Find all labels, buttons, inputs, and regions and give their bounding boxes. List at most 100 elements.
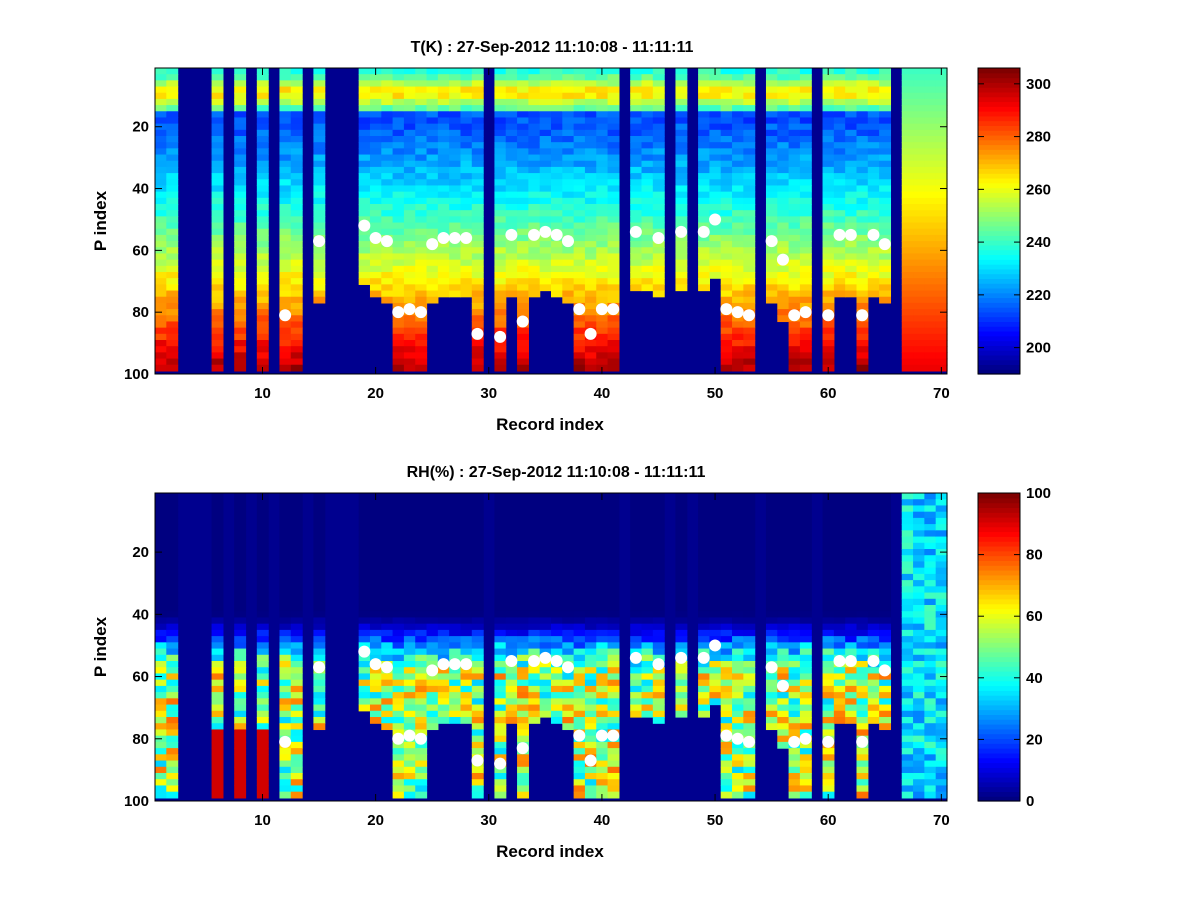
heatmap-cell	[675, 710, 688, 718]
heatmap-cell	[630, 166, 643, 174]
heatmap-cell	[573, 542, 586, 550]
heatmap-cell	[675, 499, 688, 507]
heatmap-cell	[607, 358, 620, 366]
heatmap-cell	[698, 111, 710, 119]
colorbar-band	[978, 340, 1020, 346]
heatmap-cell	[788, 654, 801, 662]
heatmap-cell	[720, 530, 733, 538]
heatmap-cell	[279, 517, 292, 525]
heatmap-cell	[211, 766, 224, 774]
heatmap-cell	[584, 340, 597, 347]
surface-marker	[584, 327, 597, 340]
heatmap-cell	[901, 648, 914, 656]
heatmap-cell	[596, 148, 609, 156]
heatmap-cell	[562, 598, 575, 606]
heatmap-cell	[879, 505, 892, 513]
heatmap-cell	[471, 272, 484, 279]
heatmap-cell	[494, 98, 507, 106]
heatmap-cell	[313, 717, 326, 724]
heatmap-cell	[505, 210, 518, 217]
heatmap-cell	[641, 191, 654, 199]
heatmap-cell	[935, 191, 948, 199]
heatmap-cell	[256, 592, 269, 600]
heatmap-cell	[494, 352, 507, 360]
heatmap-cell	[539, 580, 552, 587]
heatmap-cell	[584, 346, 597, 353]
heatmap-cell	[290, 623, 303, 631]
heatmap-cell	[720, 524, 733, 531]
heatmap-cell	[596, 333, 609, 341]
heatmap-cell	[437, 111, 450, 119]
heatmap-cell	[720, 185, 733, 193]
heatmap-cell	[471, 74, 484, 81]
heatmap-cell	[415, 296, 428, 304]
heatmap-cell	[822, 327, 835, 335]
heatmap-cell	[381, 204, 394, 211]
heatmap-cell	[573, 333, 586, 341]
heatmap-cell	[822, 692, 835, 699]
heatmap-cell	[562, 284, 575, 292]
heatmap-cell	[777, 605, 790, 612]
heatmap-cell	[935, 117, 948, 125]
heatmap-cell	[732, 296, 744, 304]
heatmap-cell	[471, 290, 484, 298]
heatmap-cell	[732, 760, 744, 768]
heatmap-cell	[879, 154, 892, 162]
heatmap-cell	[392, 611, 405, 619]
heatmap-cell	[845, 111, 858, 119]
heatmap-cell	[517, 346, 529, 353]
heatmap-cell	[460, 272, 473, 279]
heatmap-cell	[381, 136, 394, 143]
heatmap-cell	[313, 704, 326, 712]
heatmap-cell	[426, 228, 439, 236]
heatmap-cell	[788, 555, 801, 563]
heatmap-cell	[155, 321, 167, 329]
heatmap-cell	[822, 278, 835, 285]
heatmap-cell	[879, 129, 892, 137]
heatmap-cell	[471, 517, 484, 525]
heatmap-cell	[901, 117, 914, 125]
heatmap-cell	[358, 185, 371, 193]
heatmap-cell	[415, 191, 428, 199]
heatmap-cell	[505, 511, 518, 519]
colorbar-band	[978, 235, 1020, 241]
heatmap-cell	[822, 185, 835, 193]
surface-marker	[279, 735, 292, 748]
heatmap-cell	[641, 228, 654, 236]
heatmap-cell	[630, 567, 643, 575]
heatmap-cell	[256, 623, 269, 631]
heatmap-cell	[392, 222, 405, 230]
heatmap-cell	[256, 327, 269, 335]
colorbar-tick-label: 300	[1026, 76, 1051, 93]
heatmap-cell	[279, 74, 292, 81]
heatmap-cell	[913, 241, 925, 248]
heatmap-cell	[879, 723, 892, 731]
heatmap-cell	[709, 592, 722, 600]
heatmap-cell	[630, 573, 643, 581]
heatmap-cell	[698, 197, 710, 205]
heatmap-cell	[505, 92, 518, 100]
heatmap-cell	[403, 667, 416, 675]
heatmap-cell	[290, 241, 303, 248]
heatmap-cell	[290, 567, 303, 575]
heatmap-cell	[641, 204, 654, 211]
heatmap-cell	[799, 530, 812, 538]
heatmap-cell	[517, 309, 529, 316]
heatmap-cell	[732, 673, 744, 681]
heatmap-cell	[777, 661, 790, 668]
heatmap-cell	[505, 173, 518, 180]
heatmap-cell	[709, 617, 722, 625]
heatmap-cell	[709, 265, 722, 273]
heatmap-cell	[460, 549, 473, 556]
heatmap-cell	[517, 642, 529, 650]
heatmap-cell	[720, 741, 733, 749]
heatmap-cell	[290, 685, 303, 693]
heatmap-cell	[211, 517, 224, 525]
heatmap-cell	[494, 636, 507, 643]
heatmap-cell	[822, 191, 835, 199]
heatmap-cell	[833, 290, 846, 298]
heatmap-cell	[449, 524, 462, 531]
colorbar-band	[978, 221, 1020, 227]
heatmap-cell	[924, 766, 937, 774]
heatmap-cell	[879, 549, 892, 556]
